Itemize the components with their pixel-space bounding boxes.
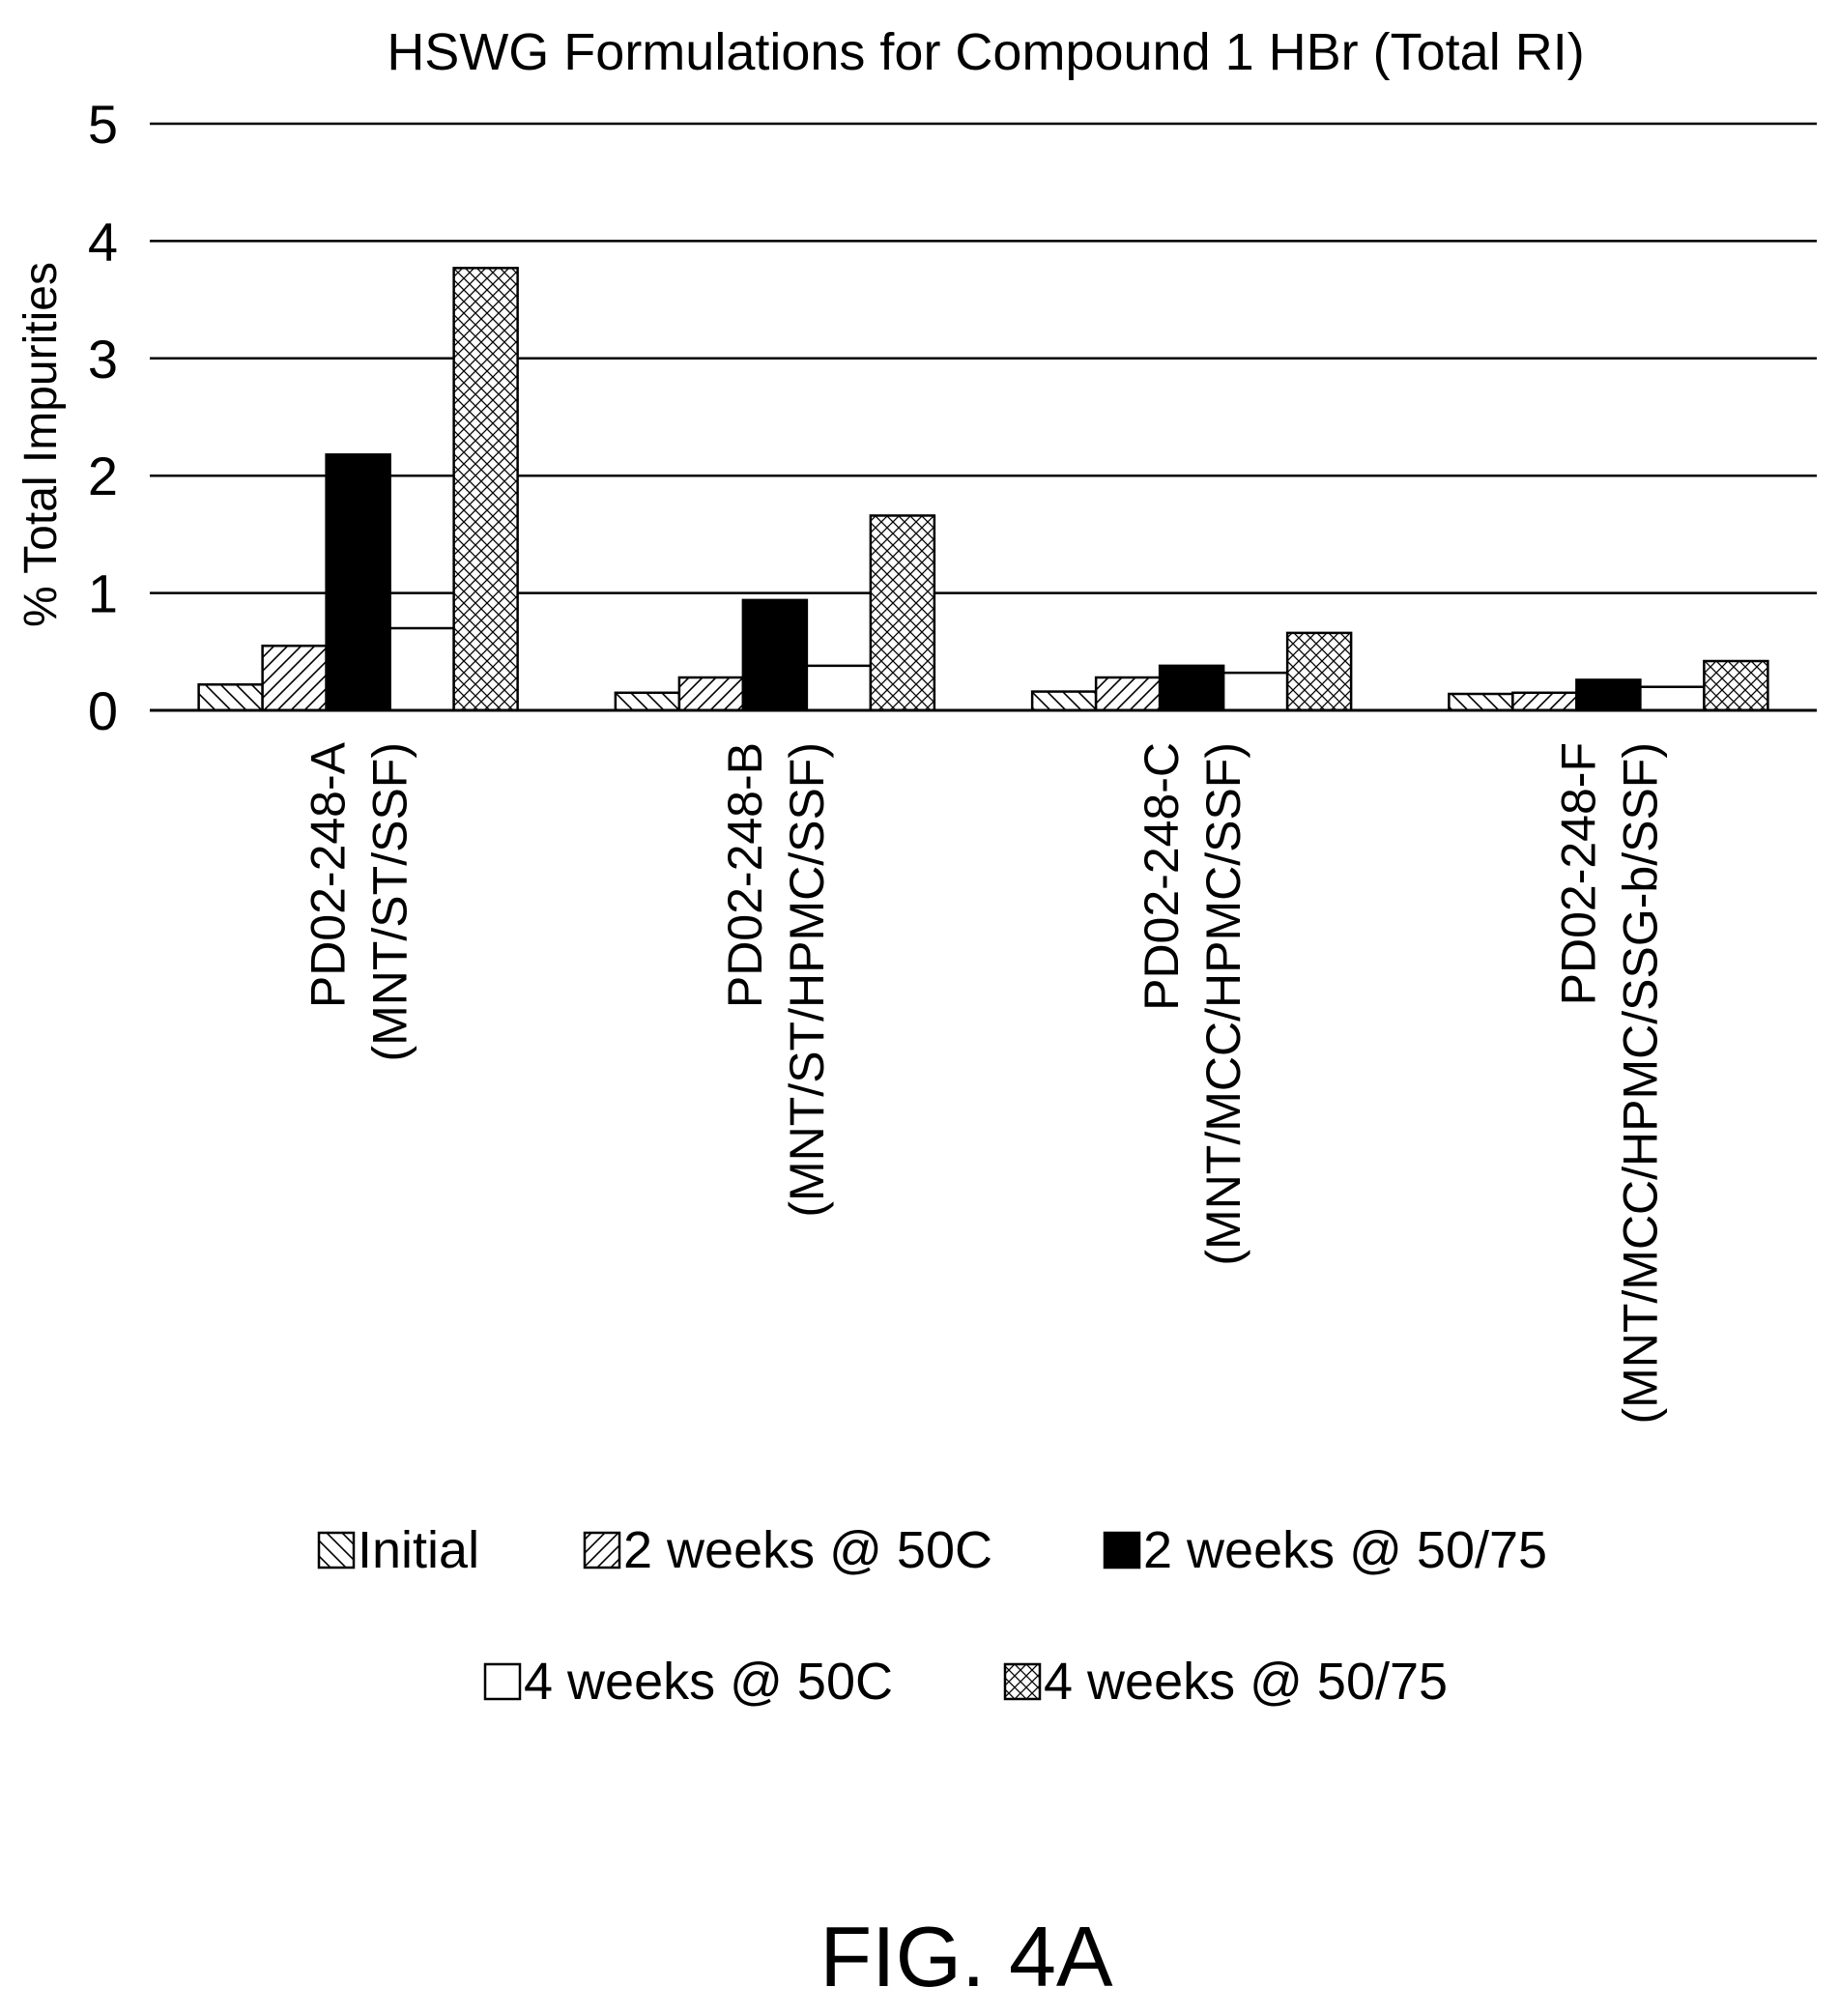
bar: [869, 514, 936, 712]
category-label: (MNT/ST/HPMC/SSF): [780, 742, 834, 1218]
category-label: (MNT/ST/SSF): [363, 742, 417, 1062]
gridlines: [150, 122, 1817, 594]
legend-label: 2 weeks @ 50/75: [1143, 1521, 1547, 1579]
category-labels: PD02-248-A (MNT/ST/SSF) PD02-248-B (MNT/ST/…: [302, 741, 1668, 1424]
chart-title: HSWG Formulations for Compound 1 HBr (To…: [387, 23, 1584, 81]
bar: [1448, 692, 1514, 712]
bar: [452, 267, 519, 712]
legend-label: 4 weeks @ 50/75: [1044, 1653, 1448, 1711]
legend-label: 4 weeks @ 50C: [524, 1653, 893, 1711]
y-tick-label: 0: [88, 680, 118, 741]
y-tick-label: 4: [88, 211, 118, 272]
legend-label: 2 weeks @ 50C: [623, 1521, 992, 1579]
bar: [197, 683, 264, 712]
bar: [805, 664, 873, 712]
category-label: PD02-248-F: [1551, 742, 1605, 1005]
category-label: (MNT/MCC/HPMC/SSF): [1196, 742, 1250, 1266]
figure-label: FIG. 4A: [819, 1909, 1112, 2004]
bar: [677, 676, 745, 712]
legend-swatch: [483, 1662, 522, 1701]
bar: [1511, 691, 1578, 712]
legend-swatch: [317, 1531, 356, 1570]
category-label: PD02-248-C: [1135, 742, 1189, 1011]
category-label: PD02-248-A: [302, 741, 356, 1008]
legend: Initial 2 weeks @ 50C 2 weeks @ 50/75 4 wee…: [317, 1521, 1547, 1711]
category-label: PD02-248-B: [718, 742, 772, 1008]
bar: [1575, 678, 1642, 712]
y-axis-ticks: 0 1 2 3 4 5: [88, 94, 118, 741]
y-axis-label: % Total Impurities: [15, 262, 67, 627]
legend-label: Initial: [358, 1521, 479, 1579]
bar: [388, 626, 455, 712]
bar: [1030, 690, 1098, 712]
y-tick-label: 5: [88, 94, 118, 155]
bar: [741, 598, 809, 712]
bar: [325, 453, 391, 712]
bar: [1639, 685, 1706, 712]
y-tick-label: 2: [88, 446, 118, 506]
bar: [261, 644, 328, 712]
y-tick-label: 1: [88, 563, 118, 624]
bar: [1285, 631, 1353, 712]
bar: [614, 691, 681, 712]
category-label: (MNT/MCC/HPMC/SSG-b/SSF): [1613, 742, 1667, 1425]
legend-swatch: [1103, 1531, 1141, 1570]
bar: [1221, 671, 1289, 712]
legend-swatch: [1003, 1662, 1042, 1701]
bars: [197, 267, 1769, 712]
bar: [1094, 676, 1162, 712]
bar: [1158, 664, 1225, 712]
bar: [1703, 659, 1769, 712]
y-tick-label: 3: [88, 329, 118, 389]
legend-swatch: [583, 1531, 621, 1570]
